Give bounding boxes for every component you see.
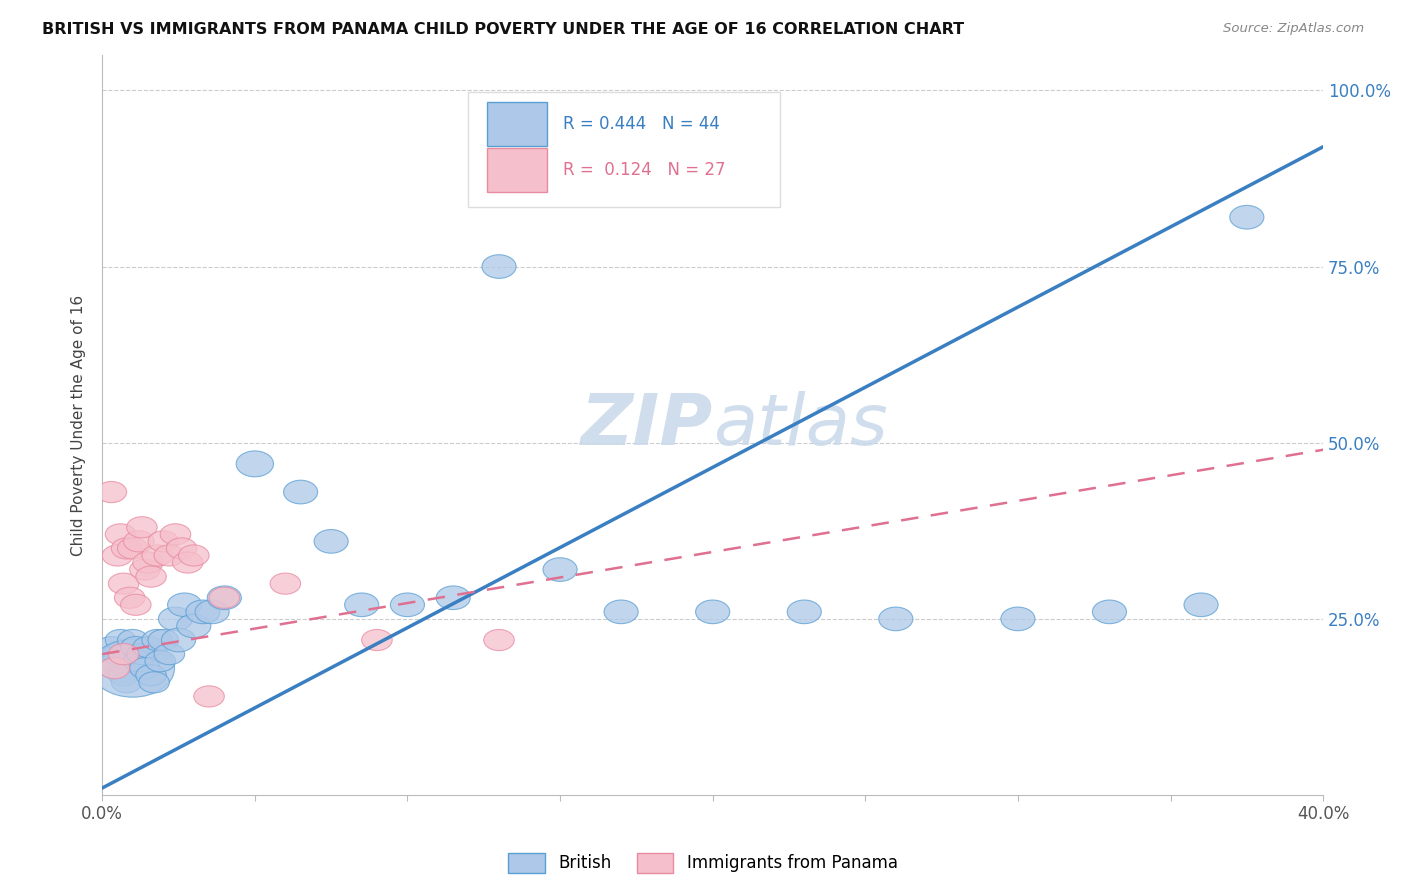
Ellipse shape [105,630,136,650]
Ellipse shape [391,593,425,616]
Ellipse shape [108,665,139,686]
Ellipse shape [96,637,127,657]
Ellipse shape [1230,205,1264,229]
Ellipse shape [139,672,169,693]
Ellipse shape [436,586,470,609]
Ellipse shape [484,630,515,650]
Ellipse shape [270,573,301,594]
Ellipse shape [1092,600,1126,624]
Text: atlas: atlas [713,391,887,459]
Ellipse shape [91,640,174,698]
Ellipse shape [284,480,318,504]
Ellipse shape [696,600,730,624]
Ellipse shape [111,538,142,559]
Ellipse shape [100,657,129,679]
Ellipse shape [124,531,155,552]
Text: BRITISH VS IMMIGRANTS FROM PANAMA CHILD POVERTY UNDER THE AGE OF 16 CORRELATION : BRITISH VS IMMIGRANTS FROM PANAMA CHILD … [42,22,965,37]
Ellipse shape [96,482,127,502]
Ellipse shape [103,545,132,566]
Ellipse shape [121,594,150,615]
Ellipse shape [105,524,136,545]
Ellipse shape [129,657,160,679]
Ellipse shape [543,558,576,582]
Ellipse shape [148,630,179,650]
Ellipse shape [124,650,155,672]
Ellipse shape [118,630,148,650]
Ellipse shape [93,650,124,672]
Ellipse shape [314,530,349,553]
Ellipse shape [787,600,821,624]
Ellipse shape [155,545,184,566]
Ellipse shape [605,600,638,624]
Ellipse shape [160,524,191,545]
Text: Source: ZipAtlas.com: Source: ZipAtlas.com [1223,22,1364,36]
Ellipse shape [103,643,132,665]
Ellipse shape [127,643,157,665]
Ellipse shape [162,628,195,652]
FancyBboxPatch shape [486,148,547,192]
Ellipse shape [132,552,163,573]
Ellipse shape [361,630,392,650]
Ellipse shape [167,593,201,616]
Ellipse shape [159,607,193,631]
Ellipse shape [118,538,148,559]
Ellipse shape [195,600,229,624]
Ellipse shape [177,614,211,638]
Ellipse shape [136,566,166,587]
Ellipse shape [100,657,129,679]
Ellipse shape [166,538,197,559]
Ellipse shape [482,255,516,278]
Ellipse shape [142,630,173,650]
Ellipse shape [129,559,160,580]
Ellipse shape [108,573,139,594]
Ellipse shape [136,665,166,686]
Ellipse shape [155,643,184,665]
Text: ZIP: ZIP [581,391,713,459]
Ellipse shape [186,600,219,624]
Ellipse shape [142,545,173,566]
Ellipse shape [344,593,378,616]
Ellipse shape [145,650,176,672]
Text: R = 0.444   N = 44: R = 0.444 N = 44 [562,115,720,133]
Ellipse shape [194,686,225,707]
Ellipse shape [1184,593,1218,616]
Ellipse shape [236,451,274,477]
Ellipse shape [207,586,242,609]
Ellipse shape [209,587,239,608]
Ellipse shape [179,545,209,566]
Ellipse shape [127,516,157,538]
Text: R =  0.124   N = 27: R = 0.124 N = 27 [562,161,725,178]
FancyBboxPatch shape [486,102,547,145]
Legend: British, Immigrants from Panama: British, Immigrants from Panama [502,847,904,880]
FancyBboxPatch shape [468,92,780,207]
Ellipse shape [132,637,163,657]
Ellipse shape [879,607,912,631]
Y-axis label: Child Poverty Under the Age of 16: Child Poverty Under the Age of 16 [72,294,86,556]
Ellipse shape [121,637,150,657]
Ellipse shape [111,672,142,693]
Ellipse shape [114,643,145,665]
Ellipse shape [108,643,139,665]
Ellipse shape [148,531,179,552]
Ellipse shape [173,552,202,573]
Ellipse shape [1001,607,1035,631]
Ellipse shape [114,587,145,608]
